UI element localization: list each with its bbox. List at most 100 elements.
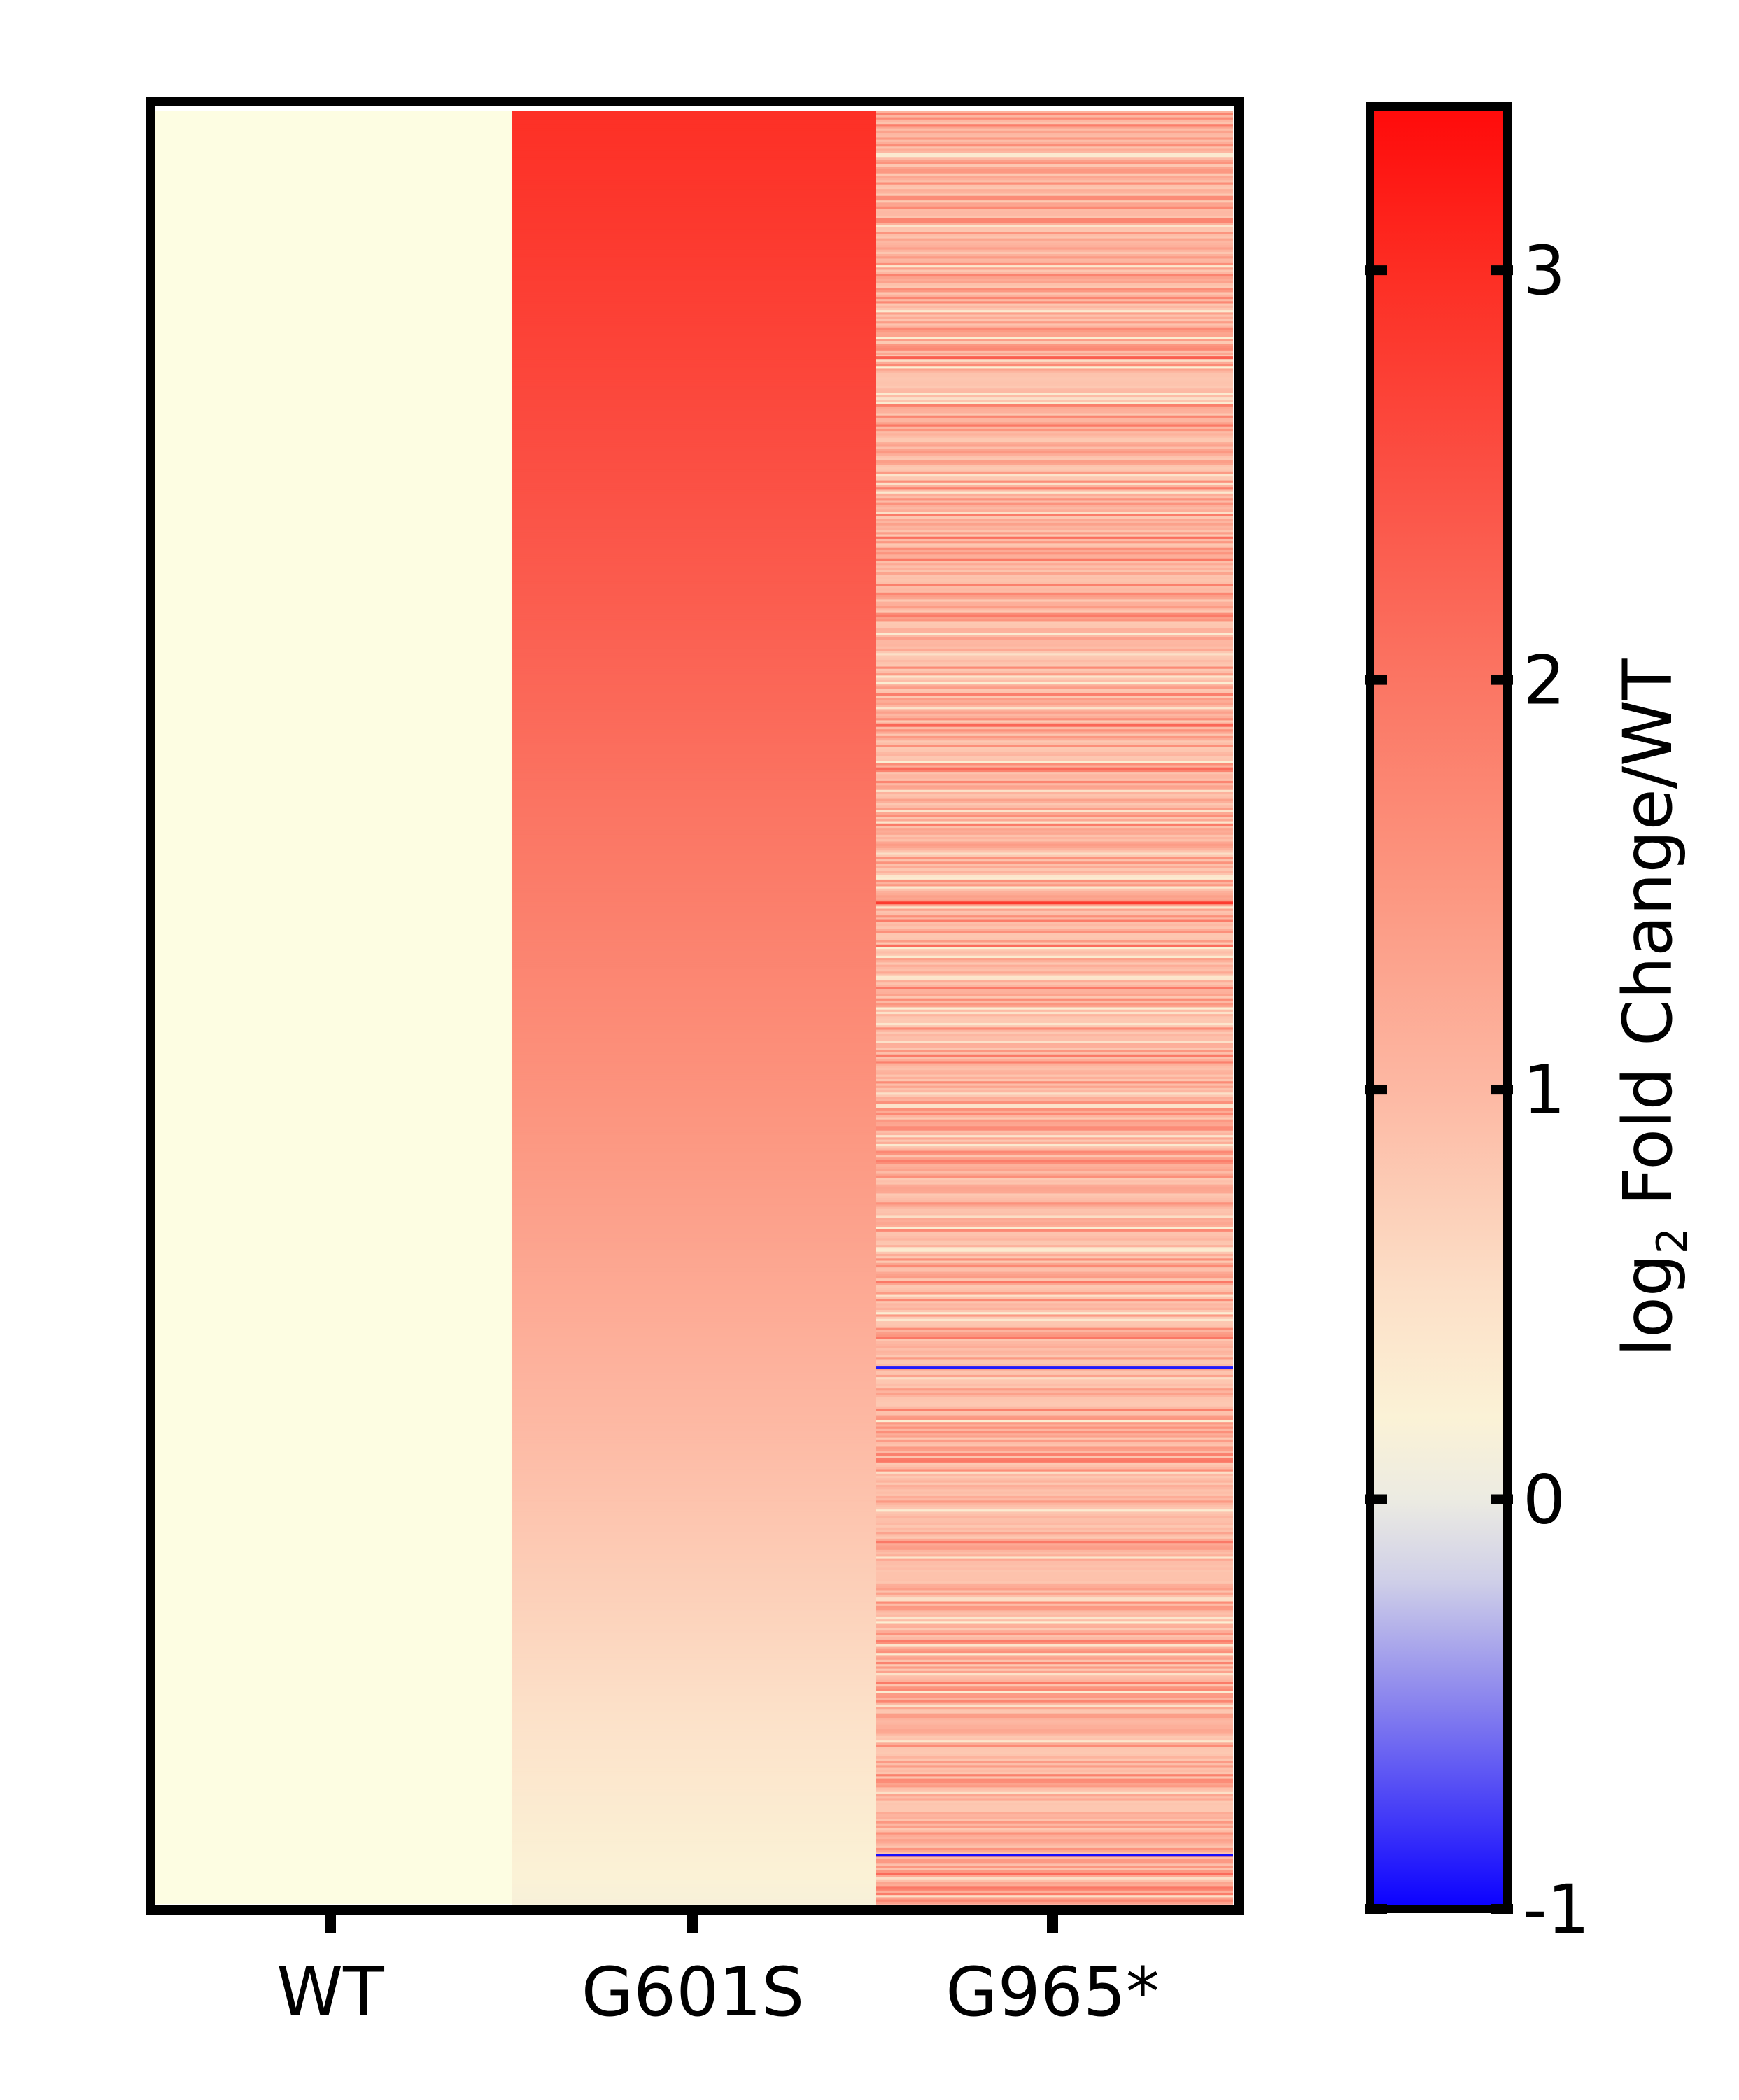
heatmap-cell — [512, 193, 876, 197]
heatmap-cell — [876, 133, 1233, 136]
heatmap-cell — [876, 655, 1233, 658]
heatmap-cell — [876, 113, 1233, 116]
heatmap-cell — [512, 1388, 876, 1392]
heatmap-cell — [512, 1733, 876, 1737]
heatmap-cell — [512, 1099, 876, 1102]
heatmap-cell — [876, 223, 1233, 226]
heatmap-cell — [876, 980, 1233, 984]
heatmap-cell — [512, 1726, 876, 1730]
heatmap-cell — [876, 971, 1233, 975]
heatmap-cell — [512, 1895, 876, 1898]
heatmap-cell — [876, 1532, 1233, 1535]
heatmap-cell — [876, 1018, 1233, 1022]
heatmap-cell — [512, 1141, 876, 1145]
heatmap-cell — [512, 1048, 876, 1051]
heatmap-cell — [876, 299, 1233, 302]
heatmap-cell — [512, 1803, 876, 1806]
heatmap-cell — [512, 595, 876, 598]
heatmap-cell — [512, 1307, 876, 1311]
heatmap-cell — [512, 837, 876, 840]
heatmap-cell — [512, 1752, 876, 1755]
heatmap-cell — [512, 1868, 876, 1871]
heatmap-cell — [512, 774, 876, 777]
heatmap-cell — [512, 700, 876, 703]
heatmap-cell — [876, 1709, 1233, 1712]
heatmap-cell — [876, 245, 1233, 248]
heatmap-cell — [876, 1588, 1233, 1591]
heatmap-cell — [512, 1139, 876, 1143]
heatmap-cell — [876, 1323, 1233, 1327]
heatmap-cell — [876, 601, 1233, 605]
heatmap-cell — [512, 992, 876, 995]
heatmap-cell — [876, 940, 1233, 943]
heatmap-cell — [876, 640, 1233, 643]
heatmap-cell — [512, 1381, 876, 1385]
heatmap-cell — [512, 113, 876, 116]
heatmap-cell — [876, 619, 1233, 623]
heatmap-cell — [876, 296, 1233, 300]
heatmap-cell — [512, 1094, 876, 1098]
heatmap-cell — [876, 232, 1233, 234]
heatmap-cell — [876, 1574, 1233, 1578]
heatmap-cell — [512, 344, 876, 347]
heatmap-cell — [512, 644, 876, 647]
heatmap-cell — [876, 1215, 1233, 1219]
heatmap-cell — [512, 1834, 876, 1838]
heatmap-cell — [876, 635, 1233, 638]
heatmap-cell — [512, 471, 876, 474]
heatmap-cell — [876, 386, 1233, 390]
heatmap-cell — [876, 1691, 1233, 1694]
heatmap-cell — [876, 303, 1233, 306]
heatmap-cell — [512, 1774, 876, 1777]
heatmap-cell — [876, 426, 1233, 430]
heatmap-cell — [876, 359, 1233, 362]
heatmap-cell — [512, 1843, 876, 1847]
heatmap-cell — [876, 323, 1233, 327]
heatmap-cell — [876, 193, 1233, 197]
heatmap-cell — [876, 1406, 1233, 1409]
heatmap-cell — [512, 1465, 876, 1468]
heatmap-cell — [512, 702, 876, 705]
heatmap-cell — [512, 1202, 876, 1206]
heatmap-cell — [876, 1242, 1233, 1246]
heatmap-cell — [512, 146, 876, 150]
heatmap-cell — [512, 810, 876, 813]
heatmap-cell — [512, 890, 876, 894]
heatmap-cell — [876, 1552, 1233, 1556]
heatmap-cell — [512, 216, 876, 219]
heatmap-cell — [876, 1189, 1233, 1192]
heatmap-cell — [876, 1798, 1233, 1802]
heatmap-cell — [876, 1735, 1233, 1739]
heatmap-cell — [512, 901, 876, 905]
heatmap-cell — [512, 868, 876, 871]
heatmap-cell — [876, 864, 1233, 867]
heatmap-cell — [512, 1025, 876, 1029]
heatmap-cell — [512, 350, 876, 353]
heatmap-cell — [512, 1500, 876, 1504]
heatmap-cell — [512, 115, 876, 118]
heatmap-cell — [512, 1545, 876, 1549]
heatmap-cell — [512, 1507, 876, 1510]
heatmap-cell — [876, 1637, 1233, 1640]
heatmap-cell — [512, 197, 876, 201]
heatmap-cell — [876, 1213, 1233, 1217]
heatmap-cell — [876, 1471, 1233, 1474]
heatmap-cell — [876, 1240, 1233, 1243]
heatmap-cell — [876, 884, 1233, 887]
heatmap-cell — [876, 1742, 1233, 1746]
heatmap-cell — [876, 767, 1233, 770]
heatmap-cell — [512, 245, 876, 248]
heatmap-cell — [876, 1238, 1233, 1241]
heatmap-cell — [512, 439, 876, 443]
heatmap-cell — [512, 1294, 876, 1297]
x-tick-label-g965: G965* — [945, 1953, 1160, 2031]
heatmap-cell — [512, 428, 876, 432]
colorbar-axis-title: log2 Fold Change/WT — [1609, 658, 1697, 1357]
heatmap-cell — [512, 1830, 876, 1833]
heatmap-cell — [876, 519, 1233, 522]
heatmap-cell — [876, 527, 1233, 530]
heatmap-cell — [876, 1482, 1233, 1486]
heatmap-cell — [512, 1323, 876, 1327]
heatmap-cell — [512, 1157, 876, 1161]
